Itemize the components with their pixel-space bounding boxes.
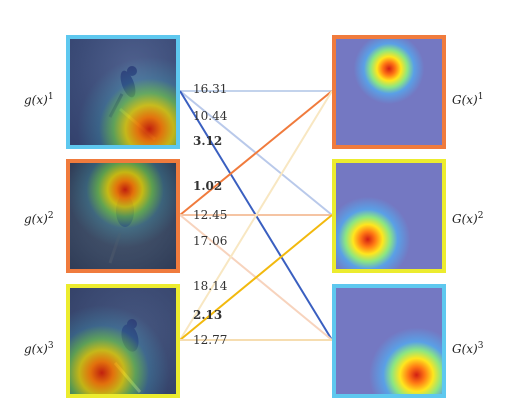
score-g2-G2: 12.45 (193, 208, 228, 222)
score-g3-G3: 12.77 (193, 333, 228, 347)
bird-heatmap-2 (66, 159, 180, 273)
score-g1-G2: 10.44 (193, 109, 228, 123)
bird-heatmap-3 (66, 284, 180, 398)
label-G2: G(x)2 (452, 211, 484, 226)
score-g1-G3: 3.12 (193, 134, 223, 148)
target-heatmap-2 (332, 159, 446, 273)
label-g2: g(x)2 (24, 211, 54, 226)
target-heatmap-1 (332, 35, 446, 149)
label-G1: G(x)1 (452, 92, 484, 107)
score-g3-G2: 2.13 (193, 308, 223, 322)
edge-g3-G2 (179, 214, 333, 341)
bird-heatmap-1 (66, 35, 180, 149)
label-G3: G(x)3 (452, 341, 484, 356)
label-g1: g(x)1 (24, 92, 54, 107)
score-g1-G1: 16.31 (193, 82, 228, 96)
score-g2-G1: 1.02 (193, 179, 223, 193)
edge-g3-G1 (179, 90, 333, 341)
target-heatmap-3 (332, 284, 446, 398)
score-g2-G3: 17.06 (193, 234, 228, 248)
score-g3-G1: 18.14 (193, 279, 228, 293)
label-g3: g(x)3 (24, 341, 54, 356)
edge-g2-G1 (179, 90, 333, 216)
